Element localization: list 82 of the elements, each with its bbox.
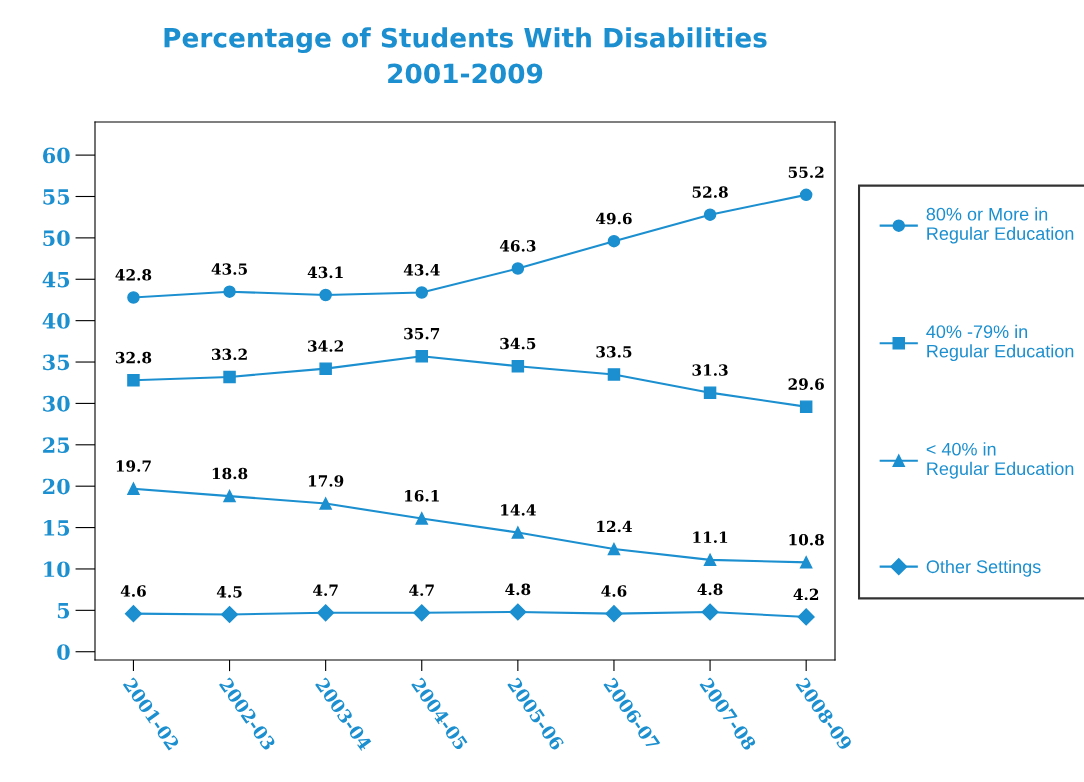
point	[223, 489, 236, 503]
point	[509, 603, 527, 621]
legend-label: 80% or More in Regular Education	[926, 207, 1074, 244]
data-label: 19.7	[116, 460, 151, 472]
point	[127, 373, 140, 387]
data-label: 42.8	[115, 269, 152, 281]
y-tick-label: 50	[43, 230, 70, 247]
y-tick-label: 15	[44, 520, 70, 536]
point	[415, 512, 429, 525]
point	[511, 526, 525, 539]
point	[415, 286, 429, 299]
data-label: 33.2	[212, 348, 247, 361]
data-label: 43.5	[211, 263, 247, 275]
point	[124, 605, 142, 623]
point	[703, 386, 717, 399]
data-label: 43.4	[403, 264, 440, 276]
point	[605, 605, 623, 623]
chart-title: Percentage of Students With Disabilities 2001-2009	[164, 27, 767, 84]
y-tick-label: 25	[43, 437, 70, 454]
data-label: 49.6	[595, 212, 632, 225]
data-label: 4.7	[312, 584, 338, 596]
legend-label: 40% -79% in Regular Education	[926, 324, 1074, 362]
point	[799, 400, 813, 413]
data-label: 4.2	[793, 588, 819, 601]
data-label: 32.8	[115, 351, 152, 364]
y-tick-label: 35	[43, 354, 70, 371]
point	[319, 497, 332, 510]
point	[413, 604, 431, 622]
data-label: 55.2	[788, 166, 824, 178]
data-label: 29.6	[788, 378, 824, 390]
data-label: 4.8	[505, 583, 531, 596]
point	[127, 291, 140, 304]
point	[317, 604, 335, 622]
point	[319, 362, 332, 375]
data-label: 10.8	[789, 533, 824, 546]
y-tick-label: 0	[57, 644, 70, 660]
point	[703, 553, 717, 567]
point	[319, 288, 332, 302]
data-label: 31.3	[692, 364, 728, 376]
point	[511, 262, 525, 275]
point	[223, 285, 236, 298]
y-tick-label: 10	[44, 561, 70, 578]
point	[701, 603, 719, 621]
y-tick-label: 20	[43, 478, 70, 495]
point	[703, 208, 717, 221]
data-label: 34.2	[308, 340, 343, 352]
data-label: 52.8	[692, 186, 728, 198]
legend-label: < 40% in Regular Education	[926, 442, 1074, 479]
data-label: 14.4	[501, 504, 536, 516]
data-label: 17.9	[308, 475, 344, 487]
data-label: 4.6	[120, 585, 146, 597]
data-label: 43.1	[307, 266, 343, 279]
point	[607, 542, 621, 556]
point	[127, 482, 140, 495]
data-label: 12.4	[597, 520, 632, 533]
data-label: 18.8	[212, 467, 248, 480]
point	[511, 359, 525, 373]
data-label: 4.5	[216, 586, 242, 598]
point	[607, 234, 621, 248]
point	[797, 608, 815, 626]
data-label: 35.7	[404, 327, 440, 340]
point	[607, 368, 621, 381]
data-label: 33.5	[596, 346, 632, 358]
data-label: 4.6	[601, 585, 627, 597]
y-tick-label: 45	[42, 271, 70, 288]
point	[799, 556, 813, 569]
y-tick-label: 60	[43, 147, 70, 164]
point	[223, 370, 236, 384]
data-label: 4.8	[697, 583, 723, 596]
point	[415, 349, 429, 363]
y-tick-label: 30	[43, 395, 70, 412]
y-tick-label: 55	[43, 189, 70, 205]
data-label: 34.5	[500, 337, 536, 350]
data-label: 4.7	[409, 584, 434, 596]
data-label: 46.3	[499, 240, 536, 252]
data-label: 11.1	[693, 531, 728, 543]
point	[220, 605, 239, 624]
data-label: 16.1	[405, 490, 439, 502]
y-tick-label: 5	[57, 603, 70, 619]
point	[799, 188, 813, 202]
y-tick-label: 40	[42, 313, 70, 329]
legend-label: Other Settings	[926, 559, 1041, 577]
